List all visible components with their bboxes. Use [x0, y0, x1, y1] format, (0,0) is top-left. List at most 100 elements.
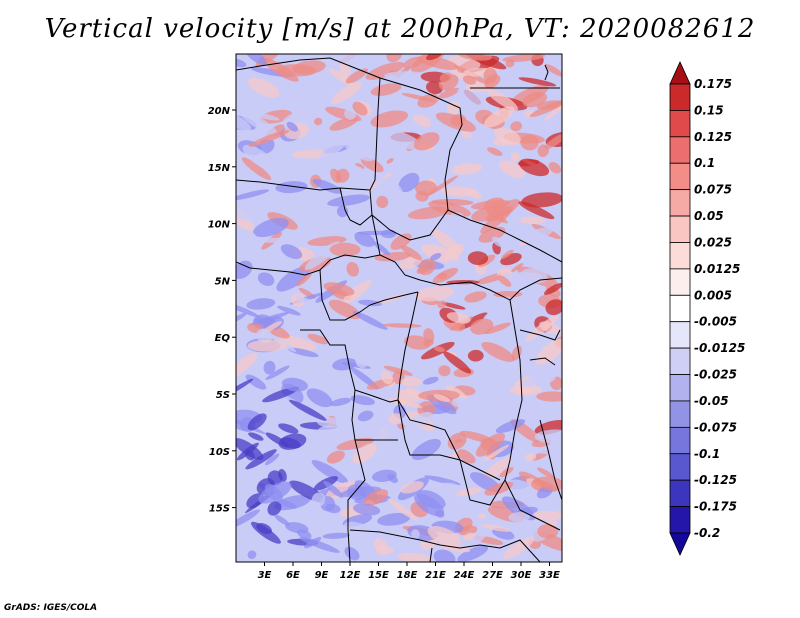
velocity-patch [277, 305, 301, 316]
velocity-patch [401, 93, 436, 102]
velocity-patch [518, 77, 557, 87]
velocity-patch [280, 244, 303, 260]
velocity-patch [336, 205, 349, 218]
velocity-patch [511, 263, 524, 273]
velocity-patch [484, 481, 514, 496]
colorbar-label: 0.125 [694, 130, 732, 144]
velocity-patch [256, 237, 300, 244]
velocity-patch [360, 157, 384, 173]
velocity-patch [443, 351, 472, 374]
velocity-patch [386, 158, 394, 164]
colorbar-label: -0.175 [694, 500, 737, 514]
velocity-patch [377, 513, 411, 526]
velocity-patch [275, 102, 285, 110]
colorbar-label: -0.1 [694, 447, 720, 461]
velocity-patch [343, 521, 376, 541]
velocity-patch [289, 399, 327, 421]
velocity-patch [282, 107, 322, 126]
velocity-patch [398, 172, 420, 193]
velocity-patch [522, 92, 547, 108]
velocity-patch [244, 449, 255, 461]
velocity-patch [430, 253, 442, 261]
velocity-patch [323, 282, 355, 296]
colorbar-swatch [669, 268, 691, 296]
velocity-patch [383, 365, 413, 376]
velocity-patch [480, 394, 517, 411]
velocity-patch [374, 251, 412, 262]
velocity-patch [451, 163, 483, 175]
velocity-patch [457, 545, 489, 562]
velocity-patch [502, 54, 546, 62]
velocity-patch [240, 111, 278, 136]
velocity-patch [400, 377, 423, 387]
velocity-patch [503, 536, 535, 560]
velocity-patch [418, 258, 436, 276]
velocity-patch [397, 552, 431, 562]
velocity-patch [236, 301, 260, 318]
lon-tick-label: 27E [482, 570, 503, 581]
velocity-patch [326, 450, 345, 464]
velocity-patch [433, 394, 450, 403]
velocity-patch [537, 524, 559, 539]
velocity-patch [435, 112, 476, 132]
velocity-patch [545, 299, 562, 316]
velocity-patch [370, 83, 402, 96]
velocity-patch [350, 395, 375, 406]
colorbar-top-arrow [669, 61, 691, 85]
velocity-patch [475, 432, 506, 457]
velocity-patch [424, 475, 461, 486]
velocity-patch [277, 499, 297, 509]
lat-tick-label: 5N [215, 276, 231, 287]
velocity-patch [415, 286, 455, 302]
colorbar-bottom-arrow [669, 532, 691, 556]
velocity-patch [241, 157, 272, 181]
velocity-patch [400, 245, 423, 261]
velocity-patch [380, 385, 398, 402]
velocity-patch [342, 137, 374, 162]
velocity-patch [365, 61, 405, 80]
lat-tick-label: EQ [215, 333, 231, 344]
velocity-patch [524, 453, 537, 461]
velocity-patch [481, 524, 511, 532]
velocity-patch [352, 311, 388, 330]
velocity-patch [345, 68, 368, 84]
velocity-patch [247, 339, 288, 352]
velocity-patch [432, 267, 459, 284]
country-borders [236, 57, 562, 562]
velocity-patch [518, 158, 550, 177]
velocity-patch [532, 479, 558, 491]
velocity-patch [499, 272, 543, 284]
colorbar-label: 0.005 [694, 288, 732, 302]
velocity-patch [279, 335, 317, 351]
velocity-patch [358, 299, 383, 307]
velocity-patch [478, 226, 506, 243]
velocity-patch [407, 206, 450, 220]
velocity-patch [543, 283, 562, 295]
lat-tick-label: 20N [208, 106, 231, 117]
velocity-patch [245, 374, 267, 390]
velocity-patch [353, 503, 381, 516]
velocity-patch [456, 487, 482, 497]
colorbar-swatch [669, 110, 691, 138]
velocity-patch [493, 290, 523, 298]
velocity-patch [382, 323, 422, 328]
colorbar-label: 0.025 [694, 235, 732, 249]
velocity-patch [486, 88, 519, 111]
velocity-patch [243, 242, 275, 266]
velocity-patches [236, 54, 562, 562]
velocity-patch [280, 437, 301, 449]
velocity-patch [355, 162, 365, 169]
velocity-patch [264, 453, 280, 466]
lon-tick-label: 6E [286, 570, 300, 581]
colorbar: 0.175 0.15 0.125 0.1 0.075 0.05 0.025 0.0125 0.0… [669, 61, 745, 556]
velocity-patch [276, 266, 310, 292]
lon-tick-label: 33E [539, 570, 560, 581]
velocity-patch [251, 521, 281, 544]
velocity-patch [273, 495, 311, 511]
colorbar-swatch [669, 374, 691, 402]
velocity-patch [323, 481, 344, 498]
velocity-patch [536, 391, 562, 402]
velocity-patch [326, 481, 357, 499]
velocity-patch [515, 183, 535, 199]
colorbar-swatch [669, 162, 691, 191]
